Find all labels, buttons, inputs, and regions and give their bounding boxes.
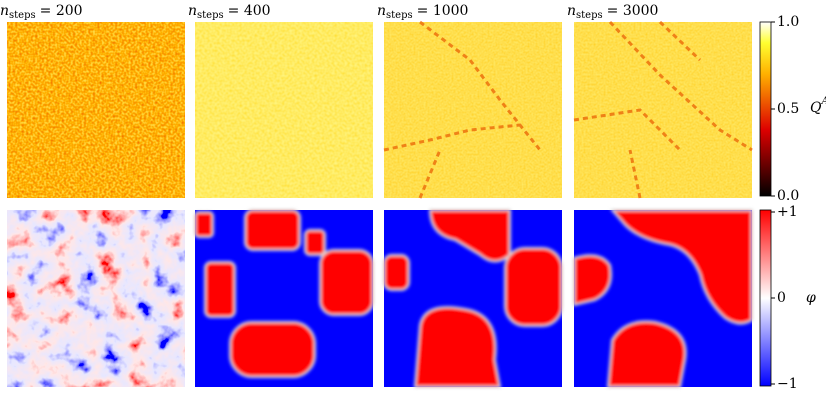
title-subscript: steps <box>197 10 224 21</box>
colorbar-label: φ <box>806 290 816 306</box>
colorbar <box>759 209 772 387</box>
title-value: = 400 <box>228 3 271 19</box>
column-title: nsteps = 400 <box>188 3 271 21</box>
title-value: = 200 <box>40 3 83 19</box>
column-title: nsteps = 200 <box>0 3 83 21</box>
heatmap <box>7 210 185 387</box>
title-symbol: n <box>0 3 9 19</box>
tick-label: 0 <box>777 290 786 306</box>
colorbar-label: QA₁ <box>810 96 826 117</box>
heatmap <box>194 209 374 387</box>
tick-label: +1 <box>777 204 798 220</box>
title-value: = 3000 <box>607 3 659 19</box>
column-title: nsteps = 1000 <box>377 3 468 21</box>
tick-label: 1.0 <box>777 14 799 30</box>
title-subscript: steps <box>576 10 603 21</box>
title-subscript: steps <box>386 10 413 21</box>
tick-label: 0.5 <box>777 101 799 117</box>
heatmap <box>383 209 563 388</box>
heatmap <box>195 22 373 198</box>
label-symbol: Q <box>810 100 822 116</box>
label-superscript: A₁ <box>820 96 826 107</box>
heatmap <box>574 22 752 198</box>
heatmap <box>7 22 185 198</box>
title-subscript: steps <box>9 10 36 21</box>
title-symbol: n <box>567 3 576 19</box>
tick-label: −1 <box>777 376 798 392</box>
column-title: nsteps = 3000 <box>567 3 658 21</box>
colorbar <box>759 21 772 197</box>
title-value: = 1000 <box>417 3 469 19</box>
domain-walls <box>383 20 753 199</box>
heatmap <box>384 22 562 198</box>
title-symbol: n <box>377 3 386 19</box>
tick-label: 0.0 <box>777 188 799 204</box>
heatmap <box>573 209 753 388</box>
title-symbol: n <box>188 3 197 19</box>
